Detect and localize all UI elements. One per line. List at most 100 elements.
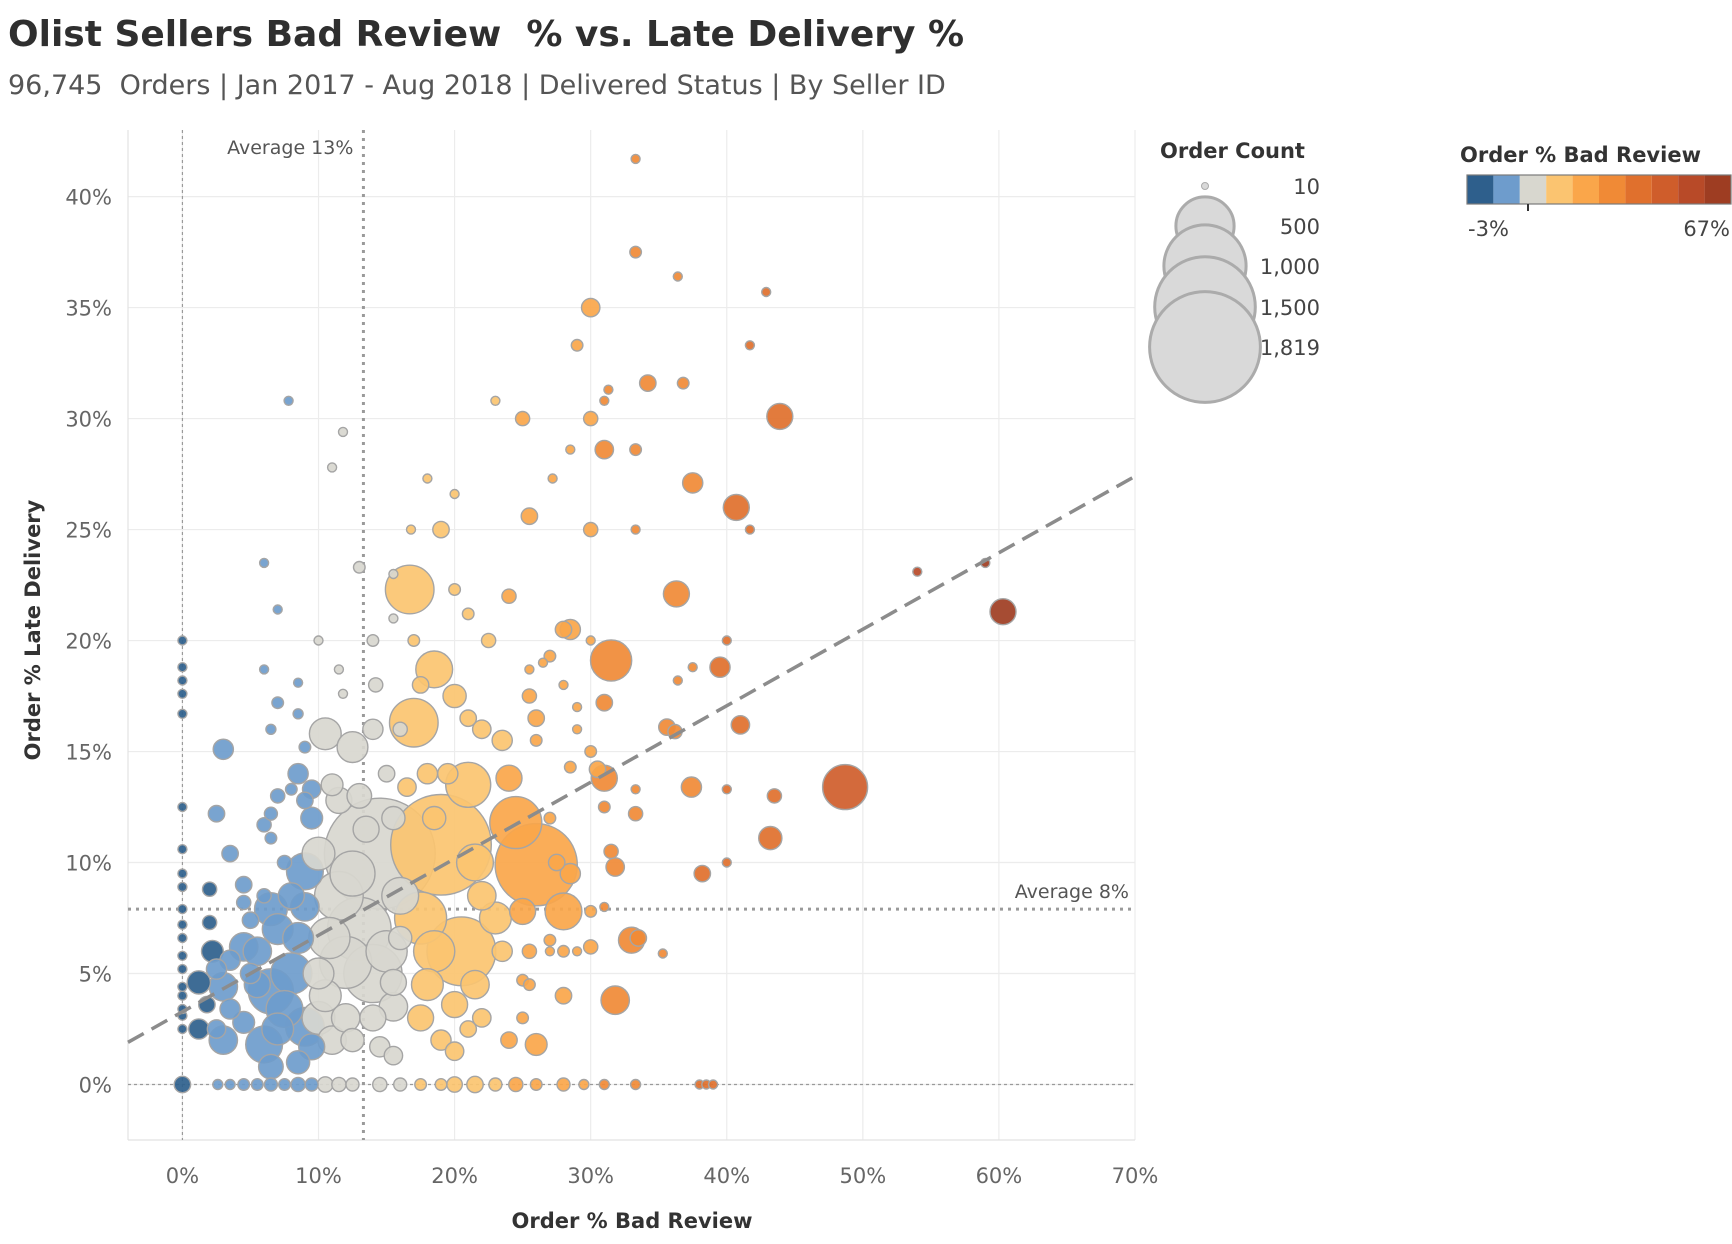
x-tick-label: 40% bbox=[703, 1164, 750, 1188]
data-point bbox=[367, 677, 384, 693]
page-title: Olist Sellers Bad Review % vs. Late Deli… bbox=[8, 14, 965, 55]
y-axis-title: Order % Late Delivery bbox=[21, 499, 45, 760]
size-legend-label: 1,500 bbox=[1260, 296, 1320, 320]
data-point bbox=[459, 1020, 478, 1038]
data-point bbox=[412, 930, 456, 973]
data-point bbox=[599, 395, 610, 406]
trend-line bbox=[127, 474, 1136, 1044]
data-point bbox=[527, 709, 546, 728]
color-legend-swatch bbox=[1572, 175, 1599, 204]
data-point bbox=[585, 635, 596, 646]
data-point bbox=[707, 1079, 719, 1090]
data-point bbox=[721, 857, 732, 868]
data-point bbox=[406, 1004, 435, 1032]
data-point bbox=[680, 776, 703, 798]
data-point bbox=[384, 564, 435, 615]
data-point bbox=[301, 836, 336, 871]
data-point bbox=[500, 1031, 518, 1050]
data-point bbox=[177, 981, 188, 992]
data-point bbox=[544, 946, 556, 957]
data-point bbox=[557, 944, 571, 958]
data-point bbox=[177, 881, 188, 893]
data-point bbox=[582, 521, 599, 538]
data-point bbox=[177, 919, 188, 930]
y-tick-label: 15% bbox=[65, 741, 112, 765]
data-point bbox=[414, 1077, 428, 1091]
data-point bbox=[304, 1077, 319, 1092]
data-point bbox=[662, 580, 691, 608]
data-point bbox=[599, 901, 610, 913]
size-legend-circle bbox=[1148, 290, 1262, 404]
data-point bbox=[571, 701, 583, 713]
data-point bbox=[709, 656, 731, 679]
data-point bbox=[300, 806, 324, 830]
data-point bbox=[520, 507, 539, 526]
data-point bbox=[595, 693, 614, 712]
color-legend-max-label: 67% bbox=[1683, 217, 1730, 241]
data-point bbox=[524, 664, 535, 675]
data-points bbox=[173, 153, 1017, 1094]
x-tick-label: 0% bbox=[166, 1164, 199, 1188]
data-point bbox=[292, 677, 304, 688]
data-point bbox=[383, 1045, 404, 1066]
data-point bbox=[516, 1011, 530, 1025]
color-legend-min-label: -3% bbox=[1468, 217, 1509, 241]
data-point bbox=[507, 1076, 524, 1093]
data-point bbox=[491, 940, 514, 963]
data-point bbox=[201, 914, 218, 931]
data-point bbox=[912, 566, 923, 577]
data-point bbox=[287, 762, 309, 785]
data-point bbox=[440, 990, 469, 1019]
data-point bbox=[461, 607, 475, 621]
data-point bbox=[302, 957, 335, 990]
data-point bbox=[371, 1076, 388, 1093]
data-point bbox=[629, 1078, 642, 1091]
data-point bbox=[177, 963, 188, 975]
data-point bbox=[627, 805, 644, 822]
data-point bbox=[177, 675, 188, 686]
data-point bbox=[278, 1077, 292, 1091]
data-point bbox=[421, 805, 447, 831]
color-legend-swatch bbox=[1493, 175, 1520, 204]
y-tick-label: 35% bbox=[65, 297, 112, 321]
data-point bbox=[177, 990, 188, 1001]
data-point bbox=[206, 1019, 227, 1039]
data-point bbox=[448, 583, 462, 597]
color-legend-swatch bbox=[1678, 175, 1705, 204]
average-y-label: Average 8% bbox=[1015, 881, 1129, 903]
data-point bbox=[257, 1053, 284, 1080]
data-point bbox=[177, 688, 188, 699]
data-point bbox=[588, 760, 607, 779]
data-point bbox=[580, 297, 601, 318]
data-point bbox=[521, 688, 538, 704]
x-tick-label: 10% bbox=[295, 1164, 342, 1188]
data-point bbox=[537, 657, 549, 668]
size-legend-title: Order Count bbox=[1160, 139, 1305, 163]
data-point bbox=[337, 426, 349, 438]
data-point bbox=[362, 718, 384, 741]
data-point bbox=[177, 801, 188, 813]
data-point bbox=[405, 524, 417, 535]
data-point bbox=[559, 862, 582, 885]
x-tick-label: 20% bbox=[431, 1164, 478, 1188]
data-point bbox=[432, 520, 450, 539]
data-point bbox=[444, 1041, 465, 1062]
data-point bbox=[298, 740, 312, 754]
data-point bbox=[416, 762, 439, 785]
data-point bbox=[336, 730, 369, 764]
data-point bbox=[337, 688, 349, 699]
data-point bbox=[187, 1018, 210, 1040]
data-point bbox=[330, 1003, 361, 1033]
data-point bbox=[821, 763, 869, 811]
data-point bbox=[320, 773, 344, 797]
data-point bbox=[449, 488, 460, 500]
data-point bbox=[212, 738, 235, 761]
data-point bbox=[308, 916, 351, 960]
data-point bbox=[381, 805, 406, 831]
data-point bbox=[295, 791, 314, 810]
color-legend-frame bbox=[1466, 174, 1732, 205]
data-point bbox=[989, 598, 1017, 626]
data-point bbox=[563, 760, 577, 774]
data-point bbox=[721, 635, 732, 646]
